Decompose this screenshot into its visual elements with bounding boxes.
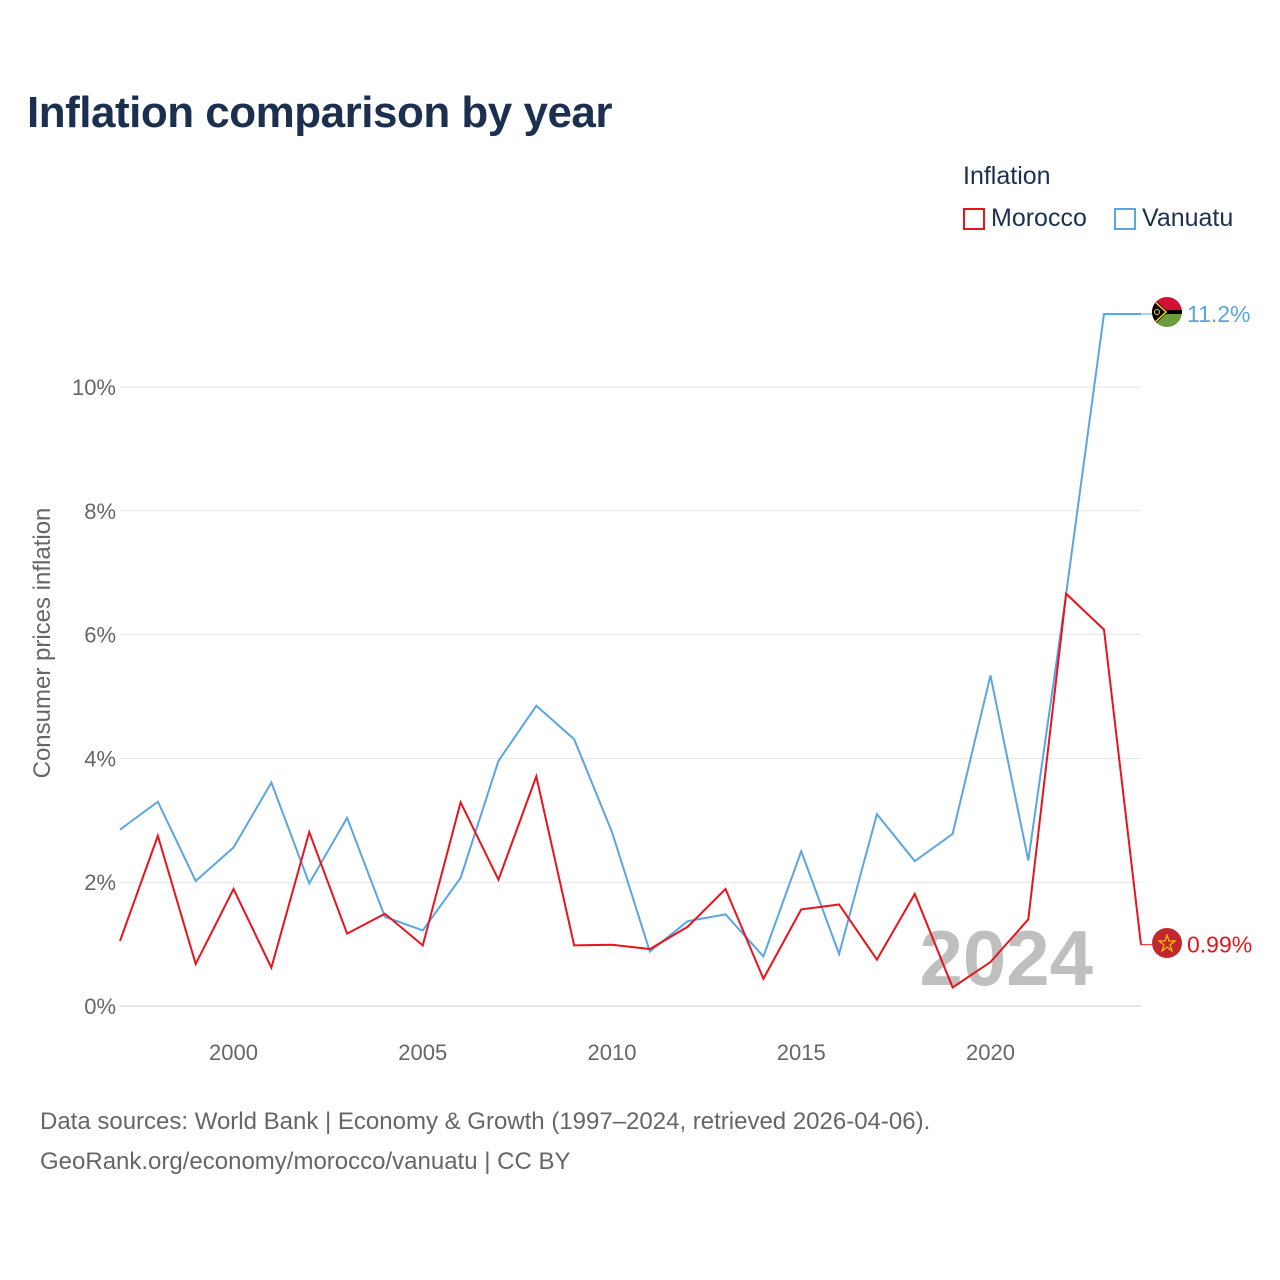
end-label-vanuatu: 11.2% [1187,301,1251,327]
series-lines [119,312,1152,989]
legend-swatch-morocco [963,207,985,230]
vanuatu-flag-icon [1152,297,1182,327]
legend-label-vanuatu: Vanuatu [1142,204,1234,232]
x-tick-label: 2015 [777,1040,826,1065]
x-axis-ticks: 2000 2005 2010 2015 2020 [209,1040,1015,1065]
morocco-flag-icon [1152,928,1182,958]
end-labels: 11.2% 0.99% [1187,301,1252,958]
x-tick-label: 2000 [209,1040,258,1065]
x-tick-label: 2020 [966,1040,1015,1065]
line-chart: 0% 2% 4% 6% 8% 10% 2000 2005 2010 2015 2020 Consu… [29,297,1252,1065]
footer-source: Data sources: World Bank | Economy & Gro… [40,1108,931,1135]
legend-label-morocco: Morocco [991,204,1087,232]
x-tick-label: 2010 [588,1040,637,1065]
y-axis-label: Consumer prices inflation [29,508,56,779]
year-watermark: 2024 [919,914,1093,1002]
y-tick-label: 0% [84,994,116,1019]
legend-swatch-vanuatu [1114,207,1136,230]
y-axis-ticks: 0% 2% 4% 6% 8% 10% [72,375,116,1019]
series-line-vanuatu [119,312,1141,959]
y-tick-label: 4% [84,746,116,771]
chart-title: Inflation comparison by year [27,88,613,137]
legend-item-vanuatu[interactable]: Vanuatu [1114,204,1233,233]
x-tick-label: 2005 [398,1040,447,1065]
end-label-morocco: 0.99% [1187,932,1252,958]
y-tick-label: 6% [84,623,116,648]
y-tick-label: 10% [72,375,116,400]
legend-title: Inflation [963,162,1051,190]
footer-credit[interactable]: GeoRank.org/economy/morocco/vanuatu | CC… [40,1148,571,1175]
y-tick-label: 2% [84,870,116,895]
gridlines [120,386,1141,1007]
y-tick-label: 8% [84,499,116,524]
legend-item-morocco[interactable]: Morocco [963,204,1087,233]
series-line-morocco [119,591,1142,989]
